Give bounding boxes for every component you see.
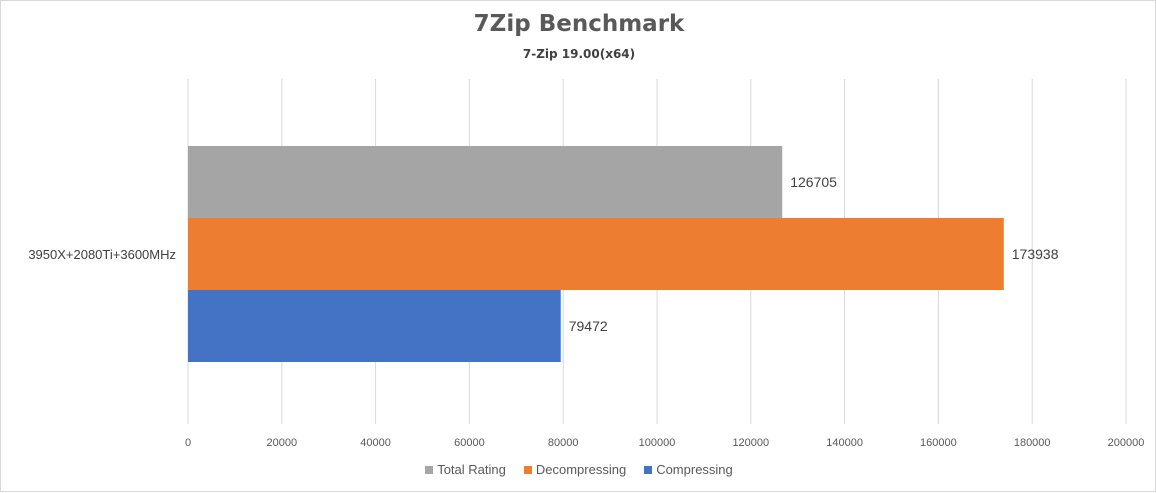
legend-label-compressing: Compressing [656,462,733,477]
legend-swatch-compressing [644,465,653,474]
tick-label-3: 60000 [454,437,485,449]
tick-label-8: 160000 [920,437,957,449]
legend-label-total-rating: Total Rating [437,462,506,477]
bar-total-rating [188,146,783,218]
data-label-decompressing: 173938 [1012,246,1059,262]
legend-swatch-total-rating [425,465,434,474]
data-label-compressing: 79472 [569,318,608,334]
tick-label-10: 200000 [1108,437,1145,449]
legend: Total Rating Decompressing Compressing [1,462,1156,477]
data-label-total-rating: 126705 [790,174,837,190]
tick-label-5: 100000 [639,437,676,449]
tick-label-2: 40000 [360,437,391,449]
tick-label-0: 0 [185,437,191,449]
category-label-0: 3950X+2080Ti+3600MHz [28,247,176,262]
legend-item-decompressing: Decompressing [523,462,627,477]
legend-swatch-decompressing [523,465,532,474]
tick-label-7: 140000 [826,437,863,449]
legend-item-compressing: Compressing [644,462,733,477]
tick-label-6: 120000 [732,437,769,449]
chart-subtitle: 7-Zip 19.00(x64) [522,47,636,61]
bar-compressing [188,290,561,362]
tick-label-4: 80000 [548,437,579,449]
tick-label-9: 180000 [1014,437,1051,449]
chart-title: 7Zip Benchmark [473,11,685,37]
legend-item-total-rating: Total Rating [425,462,506,477]
bar-decompressing [188,218,1004,290]
tick-label-1: 20000 [267,437,298,449]
legend-label-decompressing: Decompressing [535,462,627,477]
